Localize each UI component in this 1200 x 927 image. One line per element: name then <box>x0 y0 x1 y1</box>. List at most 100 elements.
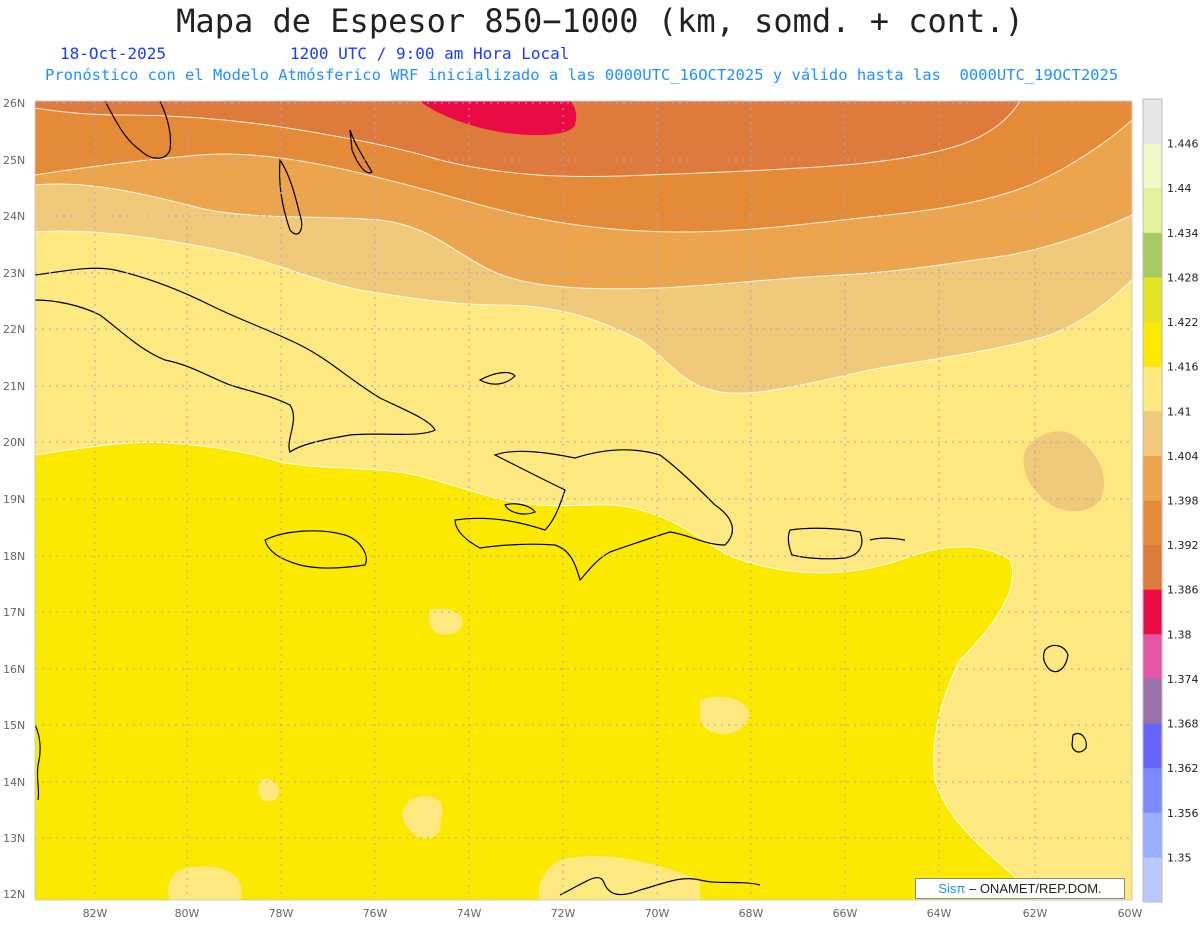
colorbar-label: 1.416 <box>1167 361 1199 374</box>
coastlines <box>35 101 1087 896</box>
map-title: Mapa de Espesor 850−1000 (km, somd. + co… <box>176 2 1024 40</box>
credit-box: Sisπ – ONAMET/REP.DOM. <box>915 878 1125 899</box>
patch-1 <box>402 796 443 839</box>
lat-label: 14N <box>3 776 25 789</box>
colorbar-label: 1.386 <box>1167 584 1199 597</box>
band-1416 <box>35 442 1040 900</box>
credit-text: – ONAMET/REP.DOM. <box>965 881 1102 896</box>
lon-label: 76W <box>363 907 388 920</box>
patch-6 <box>429 608 463 635</box>
bvi-islands <box>869 537 906 541</box>
map-frame <box>34 100 1133 901</box>
patch-4 <box>538 856 700 900</box>
colorbar-segment <box>1143 322 1162 368</box>
colorbar-label: 1.41 <box>1167 405 1192 418</box>
contour-1392 <box>35 119 1132 233</box>
colorbar-label: 1.404 <box>1167 450 1199 463</box>
lat-label: 20N <box>3 436 25 449</box>
lat-label: 12N <box>3 888 25 901</box>
colorbar-label: 1.392 <box>1167 539 1199 552</box>
lon-label: 82W <box>83 907 108 920</box>
colombia-coast <box>35 724 41 801</box>
contour-1386 <box>35 101 1021 178</box>
colorbar-label: 1.374 <box>1167 673 1199 686</box>
lon-label: 60W <box>1118 907 1143 920</box>
colorbar-label: 1.434 <box>1167 227 1199 240</box>
cuba-coast <box>35 267 436 453</box>
lat-label: 15N <box>3 719 25 732</box>
lat-label: 19N <box>3 493 25 506</box>
contour-1404 <box>35 230 1132 394</box>
colorbar-label: 1.356 <box>1167 807 1199 820</box>
lat-label: 17N <box>3 606 25 619</box>
colorbar: 1.446 1.44 1.434 1.428 1.422 1.416 1.41 1.404 1.… <box>1142 98 1199 903</box>
lon-axis: 82W 80W 78W 76W 74W 72W 70W 68W 66W 64W … <box>83 907 1143 920</box>
colorbar-label: 1.38 <box>1167 628 1192 641</box>
colorbar-segment <box>1143 812 1162 858</box>
colorbar-segment <box>1143 277 1162 323</box>
colorbar-segment <box>1143 634 1162 680</box>
colorbar-segment <box>1143 500 1162 546</box>
colorbar-segment <box>1143 455 1162 501</box>
contour-lines <box>35 101 1132 900</box>
lon-label: 66W <box>833 907 858 920</box>
lat-label: 22N <box>3 323 25 336</box>
lat-label: 23N <box>3 267 25 280</box>
turks-caicos <box>478 371 516 385</box>
lat-label: 13N <box>3 832 25 845</box>
colorbar-segment <box>1143 678 1162 725</box>
colorbar-segment <box>1143 99 1162 145</box>
lesser-antilles-martinique <box>1071 732 1087 753</box>
colorbar-segment <box>1143 143 1162 189</box>
lat-label: 21N <box>3 380 25 393</box>
colorbar-label: 1.428 <box>1167 271 1199 284</box>
colorbar-segment <box>1143 768 1162 814</box>
lat-axis: 26N 25N 24N 23N 22N 21N 20N 19N 18N 17N … <box>3 97 25 901</box>
colorbar-label: 1.446 <box>1167 138 1199 151</box>
venezuela-coast <box>559 877 761 896</box>
patch-5 <box>168 866 242 900</box>
band-1380 <box>420 101 577 136</box>
patch-3 <box>258 779 280 802</box>
model-info: Pronóstico con el Modelo Atmósferico WRF… <box>45 66 1119 84</box>
lon-label: 80W <box>175 907 200 920</box>
colorbar-segment <box>1143 723 1162 769</box>
florida-coast <box>104 101 172 159</box>
lat-label: 18N <box>3 550 25 563</box>
lon-label: 64W <box>927 907 952 920</box>
lat-label: 16N <box>3 663 25 676</box>
lon-label: 72W <box>551 907 576 920</box>
colorbar-segment <box>1143 545 1162 591</box>
forecast-time: 1200 UTC / 9:00 am Hora Local <box>290 44 570 63</box>
thickness-fill-layer <box>35 101 1132 900</box>
lon-label: 62W <box>1023 907 1048 920</box>
forecast-date: 18-Oct-2025 <box>60 44 166 63</box>
contour-1398 <box>35 183 1132 290</box>
colorbar-label: 1.398 <box>1167 495 1199 508</box>
colorbar-segment <box>1143 366 1162 412</box>
lesser-antilles-guadeloupe <box>1043 644 1069 673</box>
band-1386 <box>35 101 1020 177</box>
colorbar-label: 1.362 <box>1167 762 1199 775</box>
colorbar-label: 1.35 <box>1167 851 1192 864</box>
lon-label: 68W <box>739 907 764 920</box>
bahamas-andros <box>278 158 303 235</box>
lon-label: 78W <box>269 907 294 920</box>
sispi-logo: Sisπ <box>938 881 966 896</box>
colorbar-label: 1.44 <box>1167 182 1192 195</box>
colorbar-label: 1.422 <box>1167 316 1199 329</box>
lat-label: 26N <box>3 97 25 110</box>
band-1410-cuba <box>290 290 441 399</box>
lon-label: 74W <box>457 907 482 920</box>
colorbar-segment <box>1143 589 1162 635</box>
contour-1416 <box>35 441 1041 900</box>
colorbar-segment <box>1143 411 1162 457</box>
haiti-gonave <box>504 503 536 515</box>
colorbar-segment <box>1143 232 1162 278</box>
hispaniola-coast <box>454 449 733 582</box>
colorbar-frame <box>1142 98 1163 903</box>
lon-label: 70W <box>645 907 670 920</box>
lat-label: 24N <box>3 210 25 223</box>
colorbar-segment <box>1143 188 1162 234</box>
